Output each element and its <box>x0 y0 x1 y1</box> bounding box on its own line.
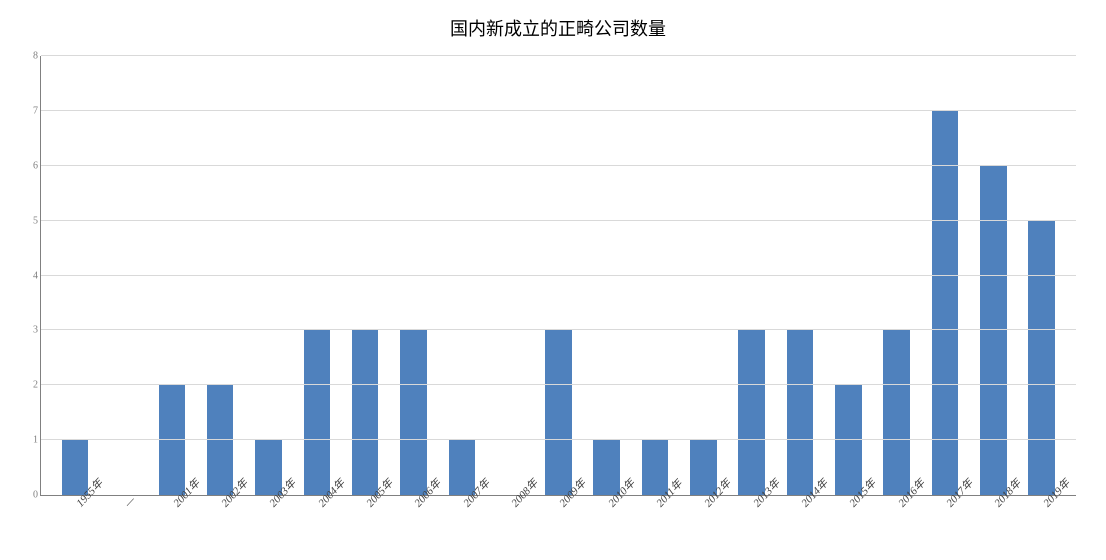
bar <box>304 330 331 495</box>
bar <box>159 385 186 495</box>
bar-wrapper: 2002年 <box>196 56 244 495</box>
y-tick-label: 7 <box>13 105 38 116</box>
bar <box>255 440 282 495</box>
y-tick-label: 5 <box>13 215 38 226</box>
bar-wrapper: 2013年 <box>728 56 776 495</box>
bar-wrapper: 2004年 <box>293 56 341 495</box>
bar <box>352 330 379 495</box>
y-axis: 012345678 <box>13 56 38 495</box>
bar-wrapper: 2010年 <box>583 56 631 495</box>
bar-wrapper: 1955年 <box>51 56 99 495</box>
gridline <box>41 55 1076 56</box>
bar <box>932 111 959 495</box>
bar <box>738 330 765 495</box>
y-tick-label: 8 <box>13 51 38 62</box>
y-tick-label: 1 <box>13 435 38 446</box>
x-axis-label: — <box>123 495 138 510</box>
bar-wrapper: 2001年 <box>148 56 196 495</box>
bars-container: 1955年—2001年2002年2003年2004年2005年2006年2007… <box>41 56 1076 495</box>
bar <box>835 385 862 495</box>
bar-wrapper: 2017年 <box>921 56 969 495</box>
bar-wrapper: 2014年 <box>776 56 824 495</box>
bar <box>449 440 476 495</box>
plot-area: 012345678 1955年—2001年2002年2003年2004年2005… <box>40 56 1076 496</box>
y-tick-label: 0 <box>13 490 38 501</box>
bar-wrapper: 2012年 <box>679 56 727 495</box>
y-tick-label: 3 <box>13 325 38 336</box>
bar <box>642 440 669 495</box>
bar <box>1028 221 1055 495</box>
bar-wrapper: 2009年 <box>534 56 582 495</box>
bar-wrapper: 2019年 <box>1018 56 1066 495</box>
chart-container: 国内新成立的正畸公司数量 012345678 1955年—2001年2002年2… <box>0 0 1106 560</box>
bar-wrapper: 2018年 <box>969 56 1017 495</box>
gridline <box>41 439 1076 440</box>
gridline <box>41 110 1076 111</box>
bar-wrapper: 2016年 <box>873 56 921 495</box>
bar <box>400 330 427 495</box>
bar-wrapper: 2008年 <box>486 56 534 495</box>
bar <box>207 385 234 495</box>
bar-wrapper: 2005年 <box>341 56 389 495</box>
y-tick-label: 4 <box>13 270 38 281</box>
y-tick-label: 6 <box>13 160 38 171</box>
gridline <box>41 220 1076 221</box>
gridline <box>41 165 1076 166</box>
bar <box>545 330 572 495</box>
y-tick-label: 2 <box>13 380 38 391</box>
bar-wrapper: 2007年 <box>438 56 486 495</box>
gridline <box>41 329 1076 330</box>
bar-wrapper: 2015年 <box>824 56 872 495</box>
bar <box>980 166 1007 495</box>
bar-wrapper: — <box>99 56 147 495</box>
bar <box>62 440 89 495</box>
bar <box>883 330 910 495</box>
gridline <box>41 275 1076 276</box>
bar <box>787 330 814 495</box>
chart-title: 国内新成立的正畸公司数量 <box>40 10 1076 56</box>
bar-wrapper: 2006年 <box>389 56 437 495</box>
bar <box>593 440 620 495</box>
bar-wrapper: 2003年 <box>244 56 292 495</box>
gridline <box>41 384 1076 385</box>
bar-wrapper: 2011年 <box>631 56 679 495</box>
bar <box>690 440 717 495</box>
